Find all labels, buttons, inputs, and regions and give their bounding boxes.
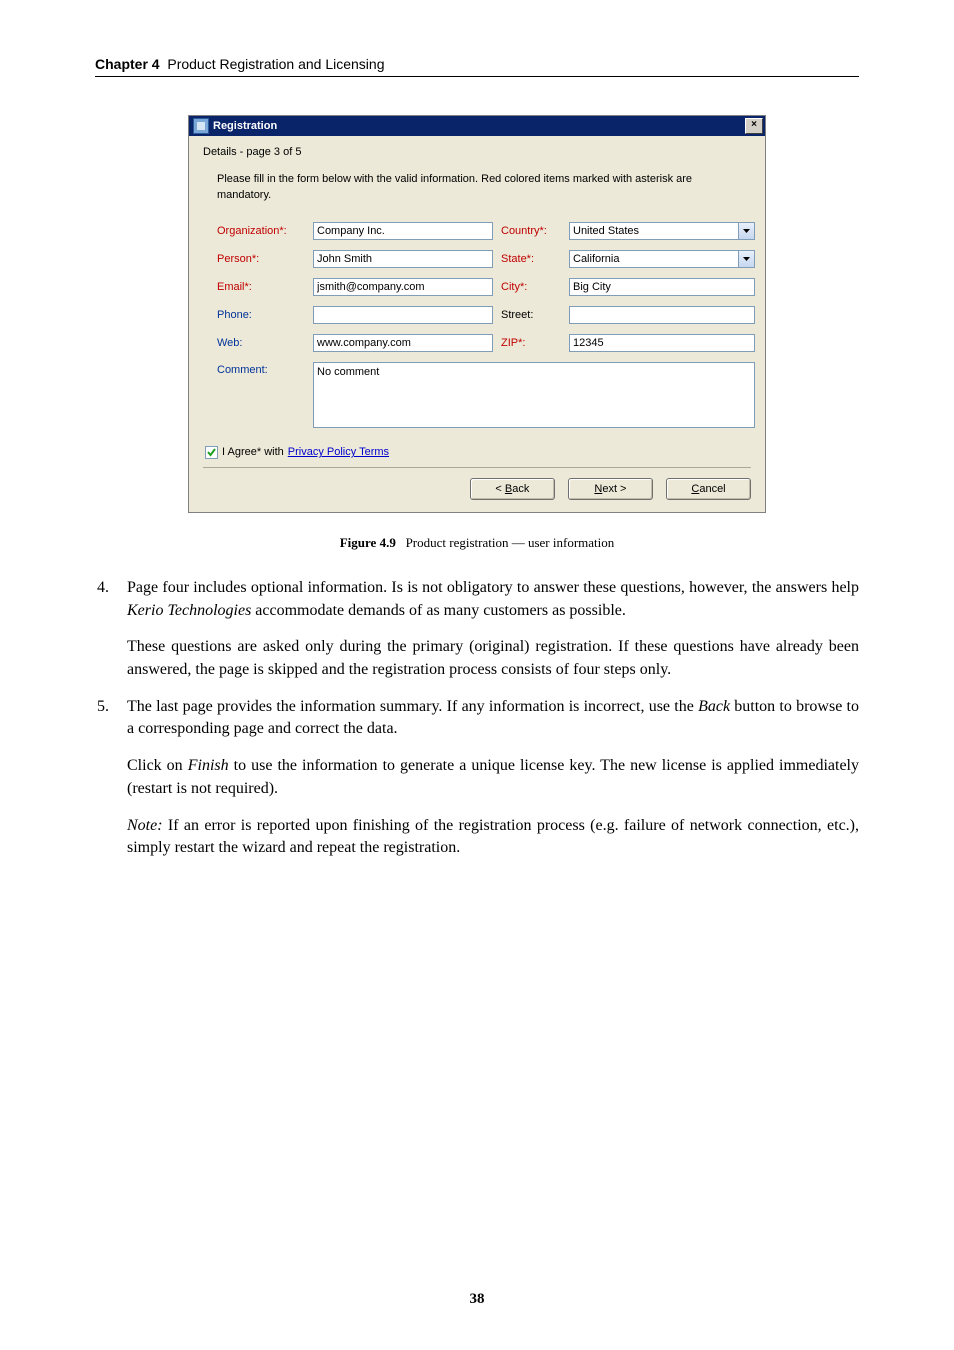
label-state: State*: [501,253,561,265]
label-city: City*: [501,281,561,293]
input-person[interactable] [313,250,493,268]
registration-dialog: Registration × Details - page 3 of 5 Ple… [188,115,766,513]
page-subtitle: Details - page 3 of 5 [203,146,751,158]
figure-caption: Figure 4.9 Product registration — user i… [95,535,859,551]
agree-row: I Agree* with Privacy Policy Terms [205,446,751,459]
label-country: Country*: [501,225,561,237]
list-item: 4. Page four includes optional informati… [97,577,859,682]
chapter-number: Chapter 4 [95,56,160,72]
label-email: Email*: [217,281,305,293]
label-organization: Organization*: [217,225,305,237]
input-email[interactable] [313,278,493,296]
list-item: 5. The last page provides the informatio… [97,696,859,860]
label-person: Person*: [217,253,305,265]
input-web[interactable] [313,334,493,352]
input-comment[interactable]: No comment [313,362,755,428]
label-phone: Phone: [217,309,305,321]
input-organization[interactable] [313,222,493,240]
agree-checkbox[interactable] [205,446,218,459]
figure-text: Product registration — user information [406,535,615,550]
agree-text: I Agree* with [222,446,284,458]
app-icon [193,118,209,134]
figure-label: Figure 4.9 [340,535,396,550]
label-street: Street: [501,309,561,321]
label-zip: ZIP*: [501,337,561,349]
label-comment: Comment: [217,362,305,376]
page-number: 38 [0,1291,954,1308]
input-street[interactable] [569,306,755,324]
input-city[interactable] [569,278,755,296]
close-icon[interactable]: × [745,118,763,134]
chapter-title: Product Registration and Licensing [167,56,384,72]
item-number: 4. [97,577,127,682]
item-number: 5. [97,696,127,860]
label-web: Web: [217,337,305,349]
back-button[interactable]: < Back [470,478,555,500]
input-phone[interactable] [313,306,493,324]
titlebar: Registration × [189,116,765,136]
instruction-text: Please fill in the form below with the v… [217,172,747,204]
window-title: Registration [213,120,745,132]
input-zip[interactable] [569,334,755,352]
cancel-button[interactable]: Cancel [666,478,751,500]
select-country[interactable] [569,222,738,240]
privacy-link[interactable]: Privacy Policy Terms [288,446,389,458]
form-grid: Organization*: Country*: Person*: State*… [217,222,751,428]
chapter-header: Chapter 4 Product Registration and Licen… [95,56,859,77]
divider [203,467,751,468]
chevron-down-icon[interactable] [738,250,755,268]
next-button[interactable]: Next > [568,478,653,500]
chevron-down-icon[interactable] [738,222,755,240]
select-state[interactable] [569,250,738,268]
